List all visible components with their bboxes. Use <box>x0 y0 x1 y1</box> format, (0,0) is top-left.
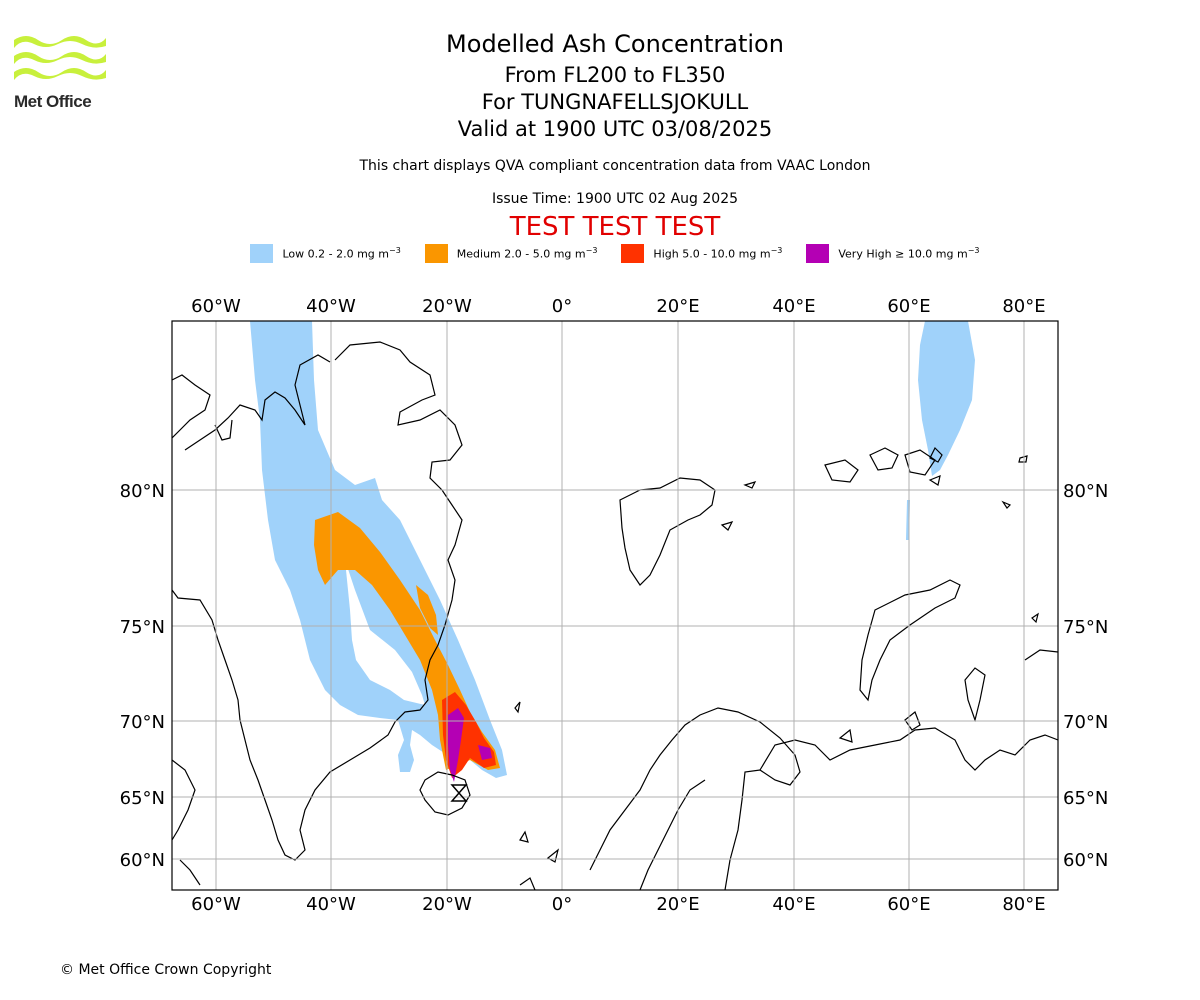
logo-text: Met Office <box>14 92 92 111</box>
lon-tick-top: 40°E <box>772 296 815 317</box>
copyright: © Met Office Crown Copyright <box>60 962 272 978</box>
legend-label-low: Low 0.2 - 2.0 mg m <box>282 247 389 261</box>
legend-item-low: Low 0.2 - 2.0 mg m−3 <box>250 244 401 263</box>
map-frame <box>171 320 1059 891</box>
legend-swatch-high <box>621 244 645 263</box>
lon-tick-top: 80°E <box>1002 296 1045 317</box>
chart-title: Modelled Ash Concentration <box>446 30 784 58</box>
lat-tick-left: 80°N <box>120 481 165 502</box>
subtitle: This chart displays QVA compliant concen… <box>359 158 871 174</box>
lon-tick-top: 60°W <box>191 296 241 317</box>
legend-item-very-high: Very High ≥ 10.0 mg m−3 <box>806 244 980 263</box>
lat-tick-left: 75°N <box>120 617 165 638</box>
ash-very-high-region <box>448 708 492 782</box>
legend-swatch-very-high <box>806 244 830 263</box>
legend: Low 0.2 - 2.0 mg m−3 Medium 2.0 - 5.0 mg… <box>0 244 1200 263</box>
lat-tick-right: 60°N <box>1063 850 1108 871</box>
lon-tick-bottom: 20°E <box>656 894 699 915</box>
lat-tick-right: 75°N <box>1063 617 1108 638</box>
lon-tick-bottom: 0° <box>552 894 572 915</box>
legend-item-medium: Medium 2.0 - 5.0 mg m−3 <box>424 244 597 263</box>
test-banner: TEST TEST TEST <box>509 212 721 242</box>
volcano-name: For TUNGNAFELLSJOKULL <box>481 90 749 114</box>
lon-tick-top: 0° <box>552 296 572 317</box>
lon-tick-bottom: 80°E <box>1002 894 1045 915</box>
gridlines <box>172 321 1058 890</box>
lon-tick-bottom: 60°E <box>887 894 930 915</box>
lon-tick-bottom: 40°W <box>306 894 356 915</box>
legend-swatch-medium <box>424 244 448 263</box>
lat-tick-right: 70°N <box>1063 712 1108 733</box>
issue-time: Issue Time: 1900 UTC 02 Aug 2025 <box>491 191 739 207</box>
lat-tick-right: 80°N <box>1063 481 1108 502</box>
lon-tick-bottom: 40°E <box>772 894 815 915</box>
legend-swatch-low <box>250 244 274 263</box>
lon-tick-bottom: 20°W <box>422 894 472 915</box>
lat-tick-right: 65°N <box>1063 788 1108 809</box>
lon-tick-bottom: 60°W <box>191 894 241 915</box>
lat-tick-left: 60°N <box>120 850 165 871</box>
legend-label-medium: Medium 2.0 - 5.0 mg m <box>456 247 586 261</box>
lon-tick-top: 20°E <box>656 296 699 317</box>
legend-label-high: High 5.0 - 10.0 mg m <box>653 247 771 261</box>
legend-item-high: High 5.0 - 10.0 mg m−3 <box>621 244 782 263</box>
lon-tick-top: 60°E <box>887 296 930 317</box>
flight-levels: From FL200 to FL350 <box>504 63 726 87</box>
lat-tick-left: 70°N <box>120 712 165 733</box>
lat-tick-left: 65°N <box>120 788 165 809</box>
coastlines <box>172 341 1058 890</box>
legend-label-very-high: Very High ≥ 10.0 mg m <box>838 247 968 261</box>
volcano-marker-icon <box>450 784 468 802</box>
lon-tick-top: 20°W <box>422 296 472 317</box>
met-office-logo <box>14 36 106 80</box>
lon-tick-top: 40°W <box>306 296 356 317</box>
valid-time: Valid at 1900 UTC 03/08/2025 <box>457 117 773 141</box>
